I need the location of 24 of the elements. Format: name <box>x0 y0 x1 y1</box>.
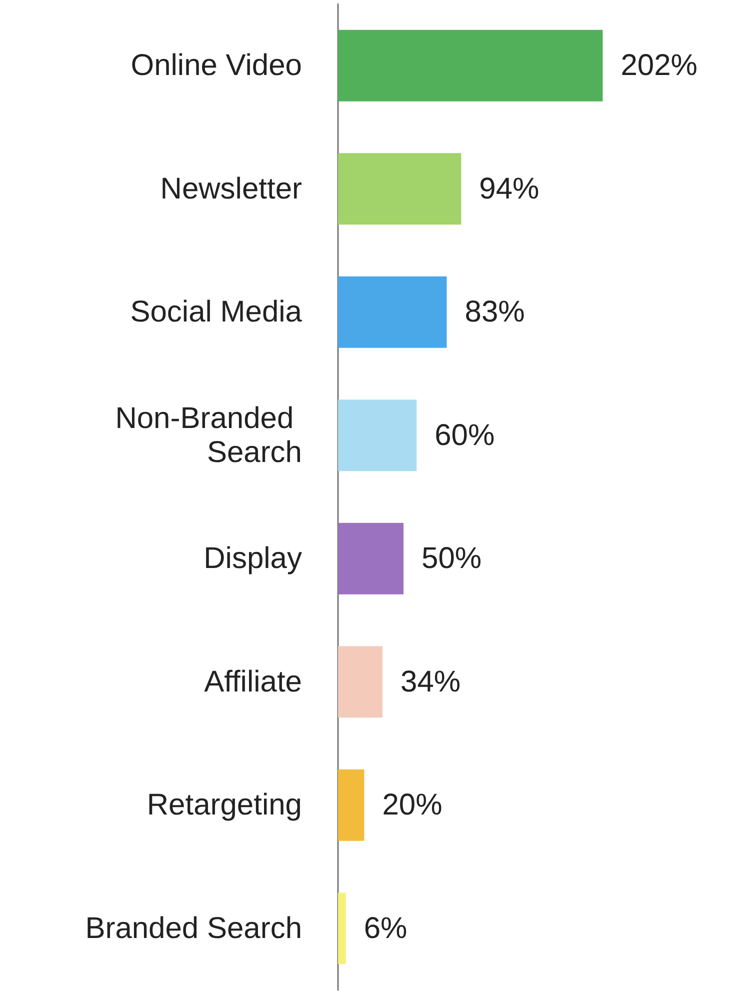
y-tick-label: Display <box>204 542 302 576</box>
bar <box>338 153 462 225</box>
bar <box>338 30 603 102</box>
y-tick-label: Online Video <box>130 49 302 82</box>
y-tick-label: Newsletter <box>160 172 302 206</box>
bar <box>338 276 447 348</box>
data-label: 202% <box>620 49 698 82</box>
bar <box>338 646 383 718</box>
bar <box>338 522 404 594</box>
data-label: 50% <box>422 542 482 576</box>
data-label: 94% <box>479 172 540 206</box>
y-tick-label: Affiliate <box>204 665 302 698</box>
bar <box>338 892 346 964</box>
data-label: 83% <box>464 296 525 329</box>
y-tick-label: Non-Branded Search <box>115 402 302 469</box>
data-label: 6% <box>364 912 408 945</box>
bar <box>338 769 364 841</box>
bar <box>338 400 417 472</box>
y-tick-label: Branded Search <box>85 912 302 945</box>
y-tick-label: Retargeting <box>146 788 302 822</box>
data-label: 20% <box>382 788 442 822</box>
data-label: 34% <box>400 665 461 698</box>
y-tick-label: Social Media <box>130 296 302 329</box>
data-label: 60% <box>434 418 495 452</box>
